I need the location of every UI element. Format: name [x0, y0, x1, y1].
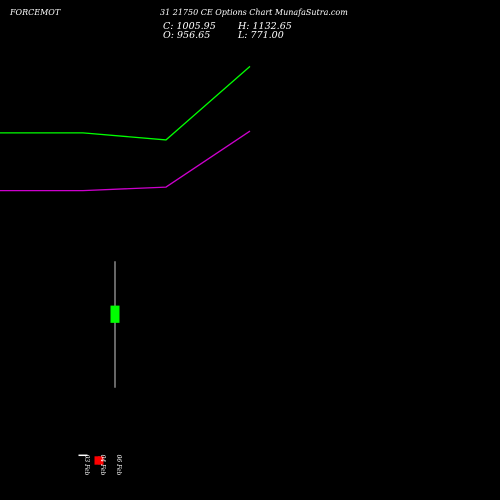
x-tick-label: 03 Feb — [83, 455, 90, 476]
candle-body — [110, 305, 120, 323]
symbol-label: FORCEMOT — [9, 8, 61, 17]
low-value: L: 771.00 — [237, 30, 284, 41]
indicator-lines — [0, 65, 251, 192]
series-line-2 — [0, 130, 251, 192]
candle-1 — [78, 454, 88, 457]
candle-2 — [94, 456, 104, 465]
x-tick-label: 06 Feb — [115, 455, 122, 476]
x-tick-label: 04 Feb — [99, 455, 106, 476]
series-line-1 — [0, 65, 251, 141]
candle-3 — [110, 261, 120, 388]
open-value: O: 956.65 — [163, 30, 210, 41]
candle-body — [94, 456, 104, 465]
high-value: H: 1132.65 — [237, 21, 292, 32]
candle-body — [78, 454, 88, 457]
x-axis-ticks: 03 Feb 04 Feb 06 Feb — [83, 455, 122, 476]
chart-title: 31 21750 CE Options Chart MunafaSutra.co… — [160, 8, 348, 17]
close-value: C: 1005.95 — [163, 21, 216, 32]
candles — [78, 261, 120, 465]
